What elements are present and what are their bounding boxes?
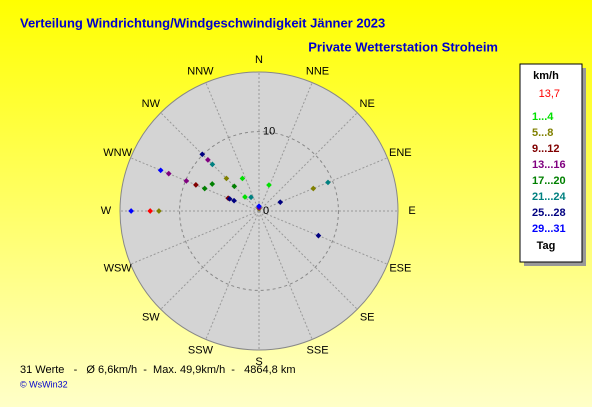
- data-point: [315, 232, 322, 239]
- legend-footer: Tag: [537, 240, 556, 252]
- legend: [519, 63, 583, 263]
- direction-label: E: [408, 205, 415, 217]
- data-point: [157, 167, 164, 174]
- legend-entry: 29...31: [532, 223, 566, 235]
- data-point: [242, 194, 248, 200]
- data-point: [165, 170, 172, 177]
- spoke: [258, 210, 313, 340]
- spoke: [160, 112, 260, 212]
- data-point: [226, 196, 233, 202]
- direction-label: SW: [142, 312, 160, 324]
- r-tick-label: 10: [263, 125, 275, 137]
- data-point: [231, 183, 238, 190]
- data-point: [193, 182, 199, 188]
- data-point: [277, 199, 284, 206]
- spoke: [130, 210, 260, 265]
- direction-label: ENE: [389, 147, 412, 159]
- data-point: [205, 157, 211, 163]
- data-point: [209, 181, 216, 187]
- data-point: [183, 178, 190, 184]
- direction-label: NNW: [187, 65, 214, 77]
- legend-entry: 13...16: [532, 159, 566, 171]
- direction-label: SSW: [188, 344, 214, 356]
- grid-circle: [179, 131, 339, 291]
- legend-entry: 1...4: [532, 111, 554, 123]
- spoke: [258, 210, 388, 265]
- data-point: [223, 175, 230, 182]
- spoke: [205, 82, 260, 212]
- direction-label: S: [255, 356, 262, 368]
- data-point: [199, 151, 206, 158]
- footer: 31 Werte - Ø 6,6km/h - Max. 49,9km/h - 4…: [20, 364, 296, 376]
- credit: © WsWin32: [20, 379, 68, 389]
- data-point: [128, 208, 134, 214]
- data-point: [248, 194, 254, 201]
- legend-entry: 9...12: [532, 143, 560, 155]
- spoke: [258, 82, 313, 212]
- data-point: [310, 185, 317, 192]
- direction-label: NNE: [306, 65, 329, 77]
- direction-label: W: [101, 205, 112, 217]
- legend-title: km/h: [533, 70, 559, 82]
- direction-label: NE: [360, 98, 375, 110]
- direction-label: SSE: [307, 344, 329, 356]
- data-point: [201, 185, 208, 192]
- direction-label: SE: [360, 312, 375, 324]
- legend-entry: 17...20: [532, 175, 566, 187]
- data-point: [231, 197, 237, 204]
- data-point: [156, 208, 162, 214]
- spoke: [205, 210, 260, 340]
- data-point: [256, 203, 262, 210]
- spoke: [160, 210, 260, 310]
- direction-label: WNW: [103, 147, 132, 159]
- data-point: [239, 175, 246, 182]
- legend-entry: 21...24: [532, 191, 567, 203]
- direction-label: WSW: [104, 263, 133, 275]
- direction-label: N: [255, 54, 263, 66]
- max-point: [147, 208, 154, 214]
- chart-subtitle: Private Wetterstation Stroheim: [308, 39, 498, 54]
- data-point: [325, 179, 331, 186]
- spoke: [258, 210, 358, 310]
- spoke: [258, 157, 388, 212]
- chart-title: Verteilung Windrichtung/Windgeschwindigk…: [20, 15, 385, 30]
- legend-entry: 25...28: [532, 207, 566, 219]
- direction-label: ESE: [389, 263, 411, 275]
- data-point: [209, 161, 216, 168]
- legend-entry: 5...8: [532, 127, 553, 139]
- max-label: 13,7: [539, 88, 560, 100]
- spoke: [258, 112, 358, 212]
- data-point: [266, 182, 272, 188]
- r-tick-label: 0: [263, 205, 269, 217]
- direction-label: NW: [142, 98, 161, 110]
